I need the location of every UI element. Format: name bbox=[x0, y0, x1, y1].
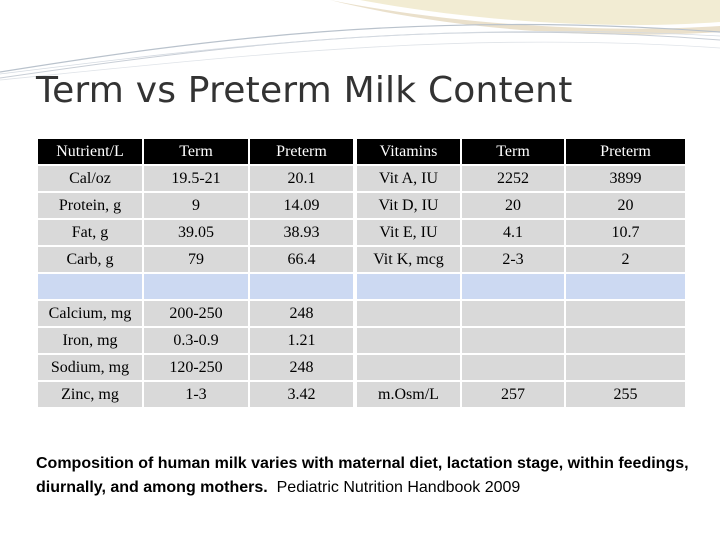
table-cell: 20 bbox=[564, 191, 687, 220]
table-cell: 39.05 bbox=[142, 218, 250, 247]
table-cell: Protein, g bbox=[36, 191, 144, 220]
table-cell: Vit A, IU bbox=[353, 164, 462, 193]
header-vitamins: Vitamins bbox=[353, 137, 462, 166]
table-cell: 1-3 bbox=[142, 380, 250, 409]
table-cell: 20.1 bbox=[248, 164, 356, 193]
table-row: Zinc, mg 1-3 3.42 m.Osm/L 257 255 bbox=[36, 380, 687, 409]
table-cell bbox=[36, 272, 144, 301]
table-cell: Cal/oz bbox=[36, 164, 144, 193]
table-cell: Carb, g bbox=[36, 245, 144, 274]
table-cell bbox=[460, 299, 566, 328]
table-cell: 19.5-21 bbox=[142, 164, 250, 193]
table-cell-highlight: 3899 bbox=[564, 164, 687, 193]
table-cell bbox=[353, 326, 462, 355]
table-cell-highlight: 10.7 bbox=[564, 218, 687, 247]
table-cell: Vit K, mcg bbox=[353, 245, 462, 274]
milk-content-table: Nutrient/L Term Preterm Vitamins Term Pr… bbox=[36, 137, 687, 409]
table-cell bbox=[353, 299, 462, 328]
caption: Composition of human milk varies with ma… bbox=[36, 452, 696, 500]
caption-source: Pediatric Nutrition Handbook 2009 bbox=[276, 479, 521, 496]
table-cell: 20 bbox=[460, 191, 566, 220]
table-cell bbox=[353, 272, 462, 301]
table-cell: Zinc, mg bbox=[36, 380, 144, 409]
table-cell: Iron, mg bbox=[36, 326, 144, 355]
header-preterm: Preterm bbox=[248, 137, 356, 166]
table-cell: 248 bbox=[248, 299, 356, 328]
header-term: Term bbox=[142, 137, 250, 166]
table-cell: 257 bbox=[460, 380, 566, 409]
table-cell bbox=[564, 353, 687, 382]
table-cell: Vit E, IU bbox=[353, 218, 462, 247]
table-cell: 2-3 bbox=[460, 245, 566, 274]
table-cell: Fat, g bbox=[36, 218, 144, 247]
table-cell bbox=[460, 272, 566, 301]
table-cell-highlight: 14.09 bbox=[248, 191, 356, 220]
table-cell: 255 bbox=[564, 380, 687, 409]
table-cell: 2252 bbox=[460, 164, 566, 193]
table-row: Fat, g 39.05 38.93 Vit E, IU 4.1 10.7 bbox=[36, 218, 687, 247]
table-cell bbox=[564, 326, 687, 355]
table-cell bbox=[564, 272, 687, 301]
table-cell: m.Osm/L bbox=[353, 380, 462, 409]
table-cell: 248 bbox=[248, 353, 356, 382]
table-row-blank bbox=[36, 272, 687, 301]
table-row: Iron, mg 0.3-0.9 1.21 bbox=[36, 326, 687, 355]
table-cell: 9 bbox=[142, 191, 250, 220]
table-cell: 66.4 bbox=[248, 245, 356, 274]
table-cell bbox=[460, 326, 566, 355]
table-cell: 38.93 bbox=[248, 218, 356, 247]
caption-statement: Composition of human milk varies with ma… bbox=[36, 455, 689, 496]
table-cell bbox=[248, 272, 356, 301]
table-cell bbox=[564, 299, 687, 328]
table-cell: Calcium, mg bbox=[36, 299, 144, 328]
table-cell bbox=[460, 353, 566, 382]
table-cell: 0.3-0.9 bbox=[142, 326, 250, 355]
table-cell: 4.1 bbox=[460, 218, 566, 247]
table-cell: 120-250 bbox=[142, 353, 250, 382]
table-cell: Vit D, IU bbox=[353, 191, 462, 220]
header-nutrient: Nutrient/L bbox=[36, 137, 144, 166]
slide-title: Term vs Preterm Milk Content bbox=[36, 70, 573, 111]
table-cell bbox=[353, 353, 462, 382]
decorative-swoosh bbox=[0, 0, 720, 81]
table-row: Protein, g 9 14.09 Vit D, IU 20 20 bbox=[36, 191, 687, 220]
header-vitamin-preterm: Preterm bbox=[564, 137, 687, 166]
table-cell: Sodium, mg bbox=[36, 353, 144, 382]
table-cell: 79 bbox=[142, 245, 250, 274]
table-row: Calcium, mg 200-250 248 bbox=[36, 299, 687, 328]
table-row: Cal/oz 19.5-21 20.1 Vit A, IU 2252 3899 bbox=[36, 164, 687, 193]
table-row: Sodium, mg 120-250 248 bbox=[36, 353, 687, 382]
table-header-row: Nutrient/L Term Preterm Vitamins Term Pr… bbox=[36, 137, 687, 166]
table-cell: 3.42 bbox=[248, 380, 356, 409]
table-cell bbox=[142, 272, 250, 301]
header-vitamin-term: Term bbox=[460, 137, 566, 166]
table-cell: 200-250 bbox=[142, 299, 250, 328]
table-row: Carb, g 79 66.4 Vit K, mcg 2-3 2 bbox=[36, 245, 687, 274]
table-cell: 2 bbox=[564, 245, 687, 274]
table-cell-highlight: 1.21 bbox=[248, 326, 356, 355]
